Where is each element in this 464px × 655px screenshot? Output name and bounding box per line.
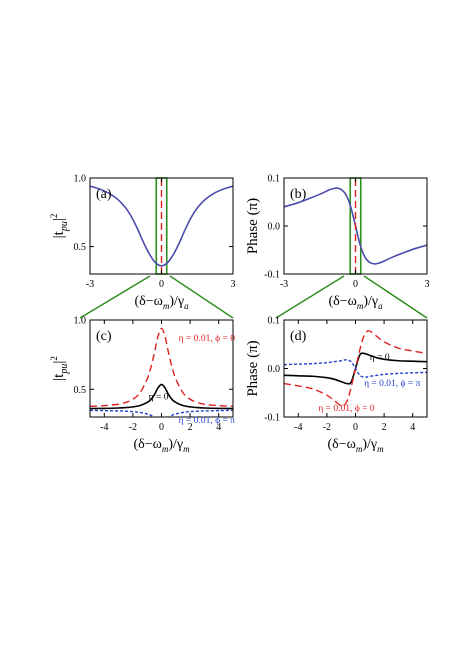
zoom-line-b-left [275, 275, 345, 319]
xtick-label-d-4: 4 [410, 422, 415, 433]
ytick-label-a-0: 0.5 [74, 242, 87, 253]
ytick-label-a-1: 1.0 [74, 174, 87, 185]
xlabel-main-b: (δ−ω [328, 294, 356, 309]
panel-label-c: (c) [96, 329, 112, 344]
ylabel-sup-c: 2 [49, 356, 59, 361]
panel-a: -3 0 3 0.5 1.0 (a) |tpu|2 (δ−ωm)/γa [49, 174, 236, 312]
ylabel-b: Phase (π) [245, 198, 261, 254]
ylabel-a: |tpu|2 [49, 214, 70, 239]
ylabel-main-c: |t [51, 373, 67, 381]
xlabel-sub1-d: m [356, 444, 363, 454]
xtick-label-a-1: 0 [159, 279, 164, 290]
xtick-label-c-0: -4 [100, 422, 108, 433]
zoom-line-b-right [363, 275, 428, 319]
zoom-line-a-right [169, 275, 234, 319]
xlabel-d: (δ−ωm)/γm [327, 437, 384, 454]
ytick-label-b-0: -0.1 [264, 270, 280, 281]
panel-label-a: (a) [96, 187, 112, 202]
xlabel-b: (δ−ωm)/γa [328, 294, 383, 311]
xlabel-mid-a: )/γ [169, 294, 184, 309]
zoom-connector-lines [79, 275, 428, 319]
xtick-label-b-2: 3 [425, 279, 430, 290]
xtick-label-b-0: -3 [280, 279, 288, 290]
series-line-c-2 [90, 409, 233, 417]
ylabel-main-b: Phase (π) [245, 198, 261, 254]
ytick-label-c-1: 1.0 [74, 316, 87, 327]
xtick-label-c-3: 2 [188, 422, 193, 433]
ylabel-main-a: |t [51, 230, 67, 238]
ytick-label-b-1: 0.0 [268, 222, 281, 233]
annotation-d-1: η = 0.01, ϕ = π [364, 379, 421, 389]
ytick-label-b-2: 0.1 [268, 174, 281, 185]
ylabel-main-d: Phase (π) [245, 340, 261, 396]
ylabel-end-a: | [51, 218, 67, 221]
xlabel-mid-b: )/γ [363, 294, 378, 309]
panel-b: -3 0 3 -0.1 0.0 0.1 (b) Phase (π) (δ−ωm)/γa [245, 174, 430, 312]
xlabel-main-c: (δ−ω [133, 437, 161, 452]
xtick-label-d-3: 2 [382, 422, 387, 433]
xlabel-mid-d: )/γ [362, 437, 377, 452]
series-line-c-0 [90, 327, 233, 408]
zoom-line-a-left [79, 275, 151, 319]
xtick-label-b-1: 0 [353, 279, 358, 290]
ylabel-sub-a: pu [59, 221, 70, 232]
ytick-label-d-0: -0.1 [264, 413, 280, 424]
xtick-label-c-4: 4 [216, 422, 221, 433]
xlabel-mid-c: )/γ [168, 437, 183, 452]
xlabel-main-a: (δ−ω [134, 294, 162, 309]
xlabel-sub2-c: m [183, 444, 190, 454]
ytick-label-c-0: 0.5 [74, 385, 87, 396]
xtick-label-d-2: 0 [353, 422, 358, 433]
xlabel-sub2-d: m [377, 444, 384, 454]
xlabel-sub2-a: a [184, 301, 189, 311]
panel-label-d: (d) [290, 329, 307, 344]
xtick-label-c-1: -2 [129, 422, 137, 433]
panel-c: -4 -2 0 2 40.51.0(c)|tpu|2(δ−ωm)/γmη = 0.01,… [49, 316, 235, 455]
xtick-label-a-0: -3 [86, 279, 94, 290]
ylabel-sub-c: pu [59, 364, 70, 375]
xlabel-sub1-c: m [162, 444, 169, 454]
ytick-label-d-2: 0.1 [268, 316, 281, 327]
ylabel-sup-a: 2 [49, 214, 59, 219]
panel-d: -4 -2 0 2 4-0.10.00.1(d)Phase (π)(δ−ωm)/γmη … [245, 316, 428, 454]
xlabel-main-d: (δ−ω [327, 437, 355, 452]
series-line-c-1 [90, 383, 233, 410]
ylabel-c: |tpu|2 [49, 356, 70, 381]
annotation-c-1: η = 0 [149, 393, 169, 403]
xlabel-sub2-b: a [378, 301, 383, 311]
series-line-a-0 [90, 185, 233, 267]
annotation-d-2: η = 0.01, ϕ = 0 [318, 404, 375, 414]
ytick-label-d-1: 0.0 [268, 364, 281, 375]
xlabel-c: (δ−ωm)/γm [133, 437, 190, 454]
annotation-c-2: η = 0.01, ϕ = π [179, 416, 236, 426]
xtick-label-a-2: 3 [231, 279, 236, 290]
annotation-c-0: η = 0.01, ϕ = 0 [179, 334, 236, 344]
xlabel-sub1-a: m [163, 301, 170, 311]
xtick-label-d-1: -2 [323, 422, 331, 433]
annotation-d-0: η = 0 [370, 353, 390, 363]
ylabel-d: Phase (π) [245, 340, 261, 396]
xtick-label-d-0: -4 [294, 422, 302, 433]
xlabel-a: (δ−ωm)/γa [134, 294, 189, 311]
panel-label-b: (b) [290, 187, 307, 202]
xtick-label-c-2: 0 [159, 422, 164, 433]
series-line-d-2 [284, 359, 427, 378]
ylabel-end-c: | [51, 361, 67, 364]
xlabel-sub1-b: m [357, 301, 364, 311]
